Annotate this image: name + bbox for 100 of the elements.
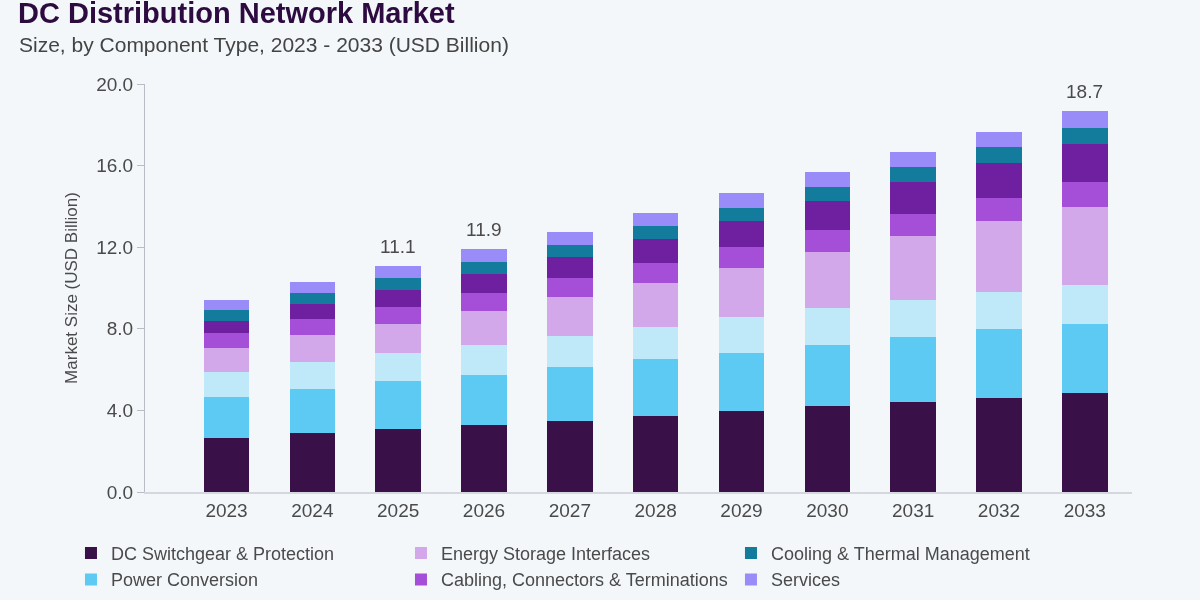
bar bbox=[890, 166, 936, 182]
bar bbox=[890, 181, 936, 214]
bar bbox=[289, 304, 336, 320]
bar bbox=[461, 310, 507, 345]
bar bbox=[804, 406, 851, 492]
bar bbox=[203, 309, 250, 321]
bar bbox=[632, 327, 679, 360]
bar bbox=[1062, 206, 1108, 285]
x-tick-label: 2024 bbox=[291, 499, 334, 521]
x-tick-label: 2033 bbox=[1063, 499, 1106, 521]
bar bbox=[461, 273, 507, 293]
bar bbox=[203, 371, 250, 398]
bar bbox=[632, 225, 679, 240]
x-tick-label: 2026 bbox=[462, 499, 506, 521]
bar bbox=[718, 317, 765, 353]
bar bbox=[375, 381, 421, 430]
bar bbox=[976, 221, 1022, 292]
bar bbox=[718, 352, 765, 412]
x-tick-label: 2025 bbox=[377, 499, 420, 521]
bar bbox=[547, 278, 593, 298]
bar bbox=[203, 348, 250, 372]
x-tick-label: 2031 bbox=[892, 499, 935, 521]
bar bbox=[632, 263, 679, 283]
bar bbox=[976, 198, 1022, 222]
chart-subtitle: Size, by Component Type, 2023 - 2033 (USD Billion) bbox=[19, 33, 509, 56]
bar bbox=[461, 425, 507, 492]
bar bbox=[375, 306, 421, 324]
legend-label: DC Switchgear & Protection bbox=[110, 544, 335, 565]
bar bbox=[632, 239, 679, 264]
bar bbox=[718, 268, 765, 318]
bar bbox=[203, 333, 250, 349]
bar bbox=[804, 252, 851, 309]
bar bbox=[976, 291, 1022, 330]
bar bbox=[804, 201, 851, 231]
total-label: 11.1 bbox=[380, 236, 416, 257]
y-tick-label: 20.0 bbox=[96, 73, 134, 95]
bar bbox=[547, 244, 593, 258]
x-tick-label: 2028 bbox=[634, 499, 677, 521]
bar bbox=[804, 187, 851, 202]
legend-label: Cooling & Thermal Management bbox=[770, 544, 1030, 565]
bar bbox=[718, 221, 765, 247]
x-tick-label: 2027 bbox=[548, 499, 591, 521]
bar bbox=[203, 397, 250, 439]
bar bbox=[203, 299, 250, 310]
bar bbox=[289, 334, 336, 363]
bar bbox=[632, 282, 679, 328]
bar bbox=[804, 172, 851, 188]
y-tick-label: 0.0 bbox=[106, 481, 134, 503]
bar bbox=[976, 162, 1022, 199]
bar bbox=[976, 131, 1022, 147]
bar bbox=[1062, 393, 1108, 492]
bar bbox=[718, 207, 765, 222]
bar bbox=[890, 213, 936, 237]
y-tick-label: 4.0 bbox=[106, 400, 134, 422]
bar bbox=[547, 367, 593, 421]
bar bbox=[547, 420, 593, 492]
bar bbox=[890, 236, 936, 300]
y-tick-label: 12.0 bbox=[96, 236, 134, 258]
legend-label: Services bbox=[770, 570, 841, 591]
bar bbox=[289, 433, 336, 492]
bar bbox=[632, 416, 679, 492]
bar bbox=[718, 246, 765, 269]
bar bbox=[890, 151, 936, 167]
bar bbox=[375, 265, 421, 278]
bar bbox=[203, 320, 250, 334]
legend-label: Energy Storage Interfaces bbox=[440, 544, 651, 565]
bar bbox=[1062, 128, 1108, 144]
bar bbox=[890, 299, 936, 337]
y-tick-label: 8.0 bbox=[106, 318, 134, 340]
bar bbox=[804, 308, 851, 345]
bar bbox=[547, 231, 593, 245]
bar bbox=[976, 329, 1022, 398]
bar bbox=[890, 402, 936, 492]
x-tick-label: 2029 bbox=[720, 499, 763, 521]
bar bbox=[718, 193, 765, 208]
bar bbox=[461, 249, 507, 263]
x-tick-label: 2023 bbox=[205, 499, 248, 521]
y-axis-title: Market Size (USD Billion) bbox=[61, 192, 81, 384]
bar bbox=[289, 319, 336, 335]
bar bbox=[289, 388, 336, 434]
bar bbox=[1062, 323, 1108, 394]
bar bbox=[375, 323, 421, 354]
bar bbox=[289, 292, 336, 305]
x-tick-label: 2030 bbox=[806, 499, 849, 521]
bar bbox=[461, 344, 507, 375]
bar bbox=[547, 257, 593, 278]
bar bbox=[1062, 181, 1108, 207]
bar bbox=[632, 212, 679, 226]
bar bbox=[461, 374, 507, 426]
legend-label: Cabling, Connectors & Terminations bbox=[440, 570, 728, 591]
bar bbox=[976, 397, 1022, 492]
bar bbox=[804, 344, 851, 407]
bar bbox=[375, 289, 421, 307]
bar bbox=[1062, 284, 1108, 324]
total-label: 11.9 bbox=[466, 219, 502, 240]
x-tick-label: 2032 bbox=[977, 499, 1021, 521]
y-tick-label: 16.0 bbox=[96, 155, 134, 177]
bar bbox=[461, 262, 507, 274]
bar bbox=[976, 146, 1022, 163]
bar bbox=[289, 362, 336, 389]
